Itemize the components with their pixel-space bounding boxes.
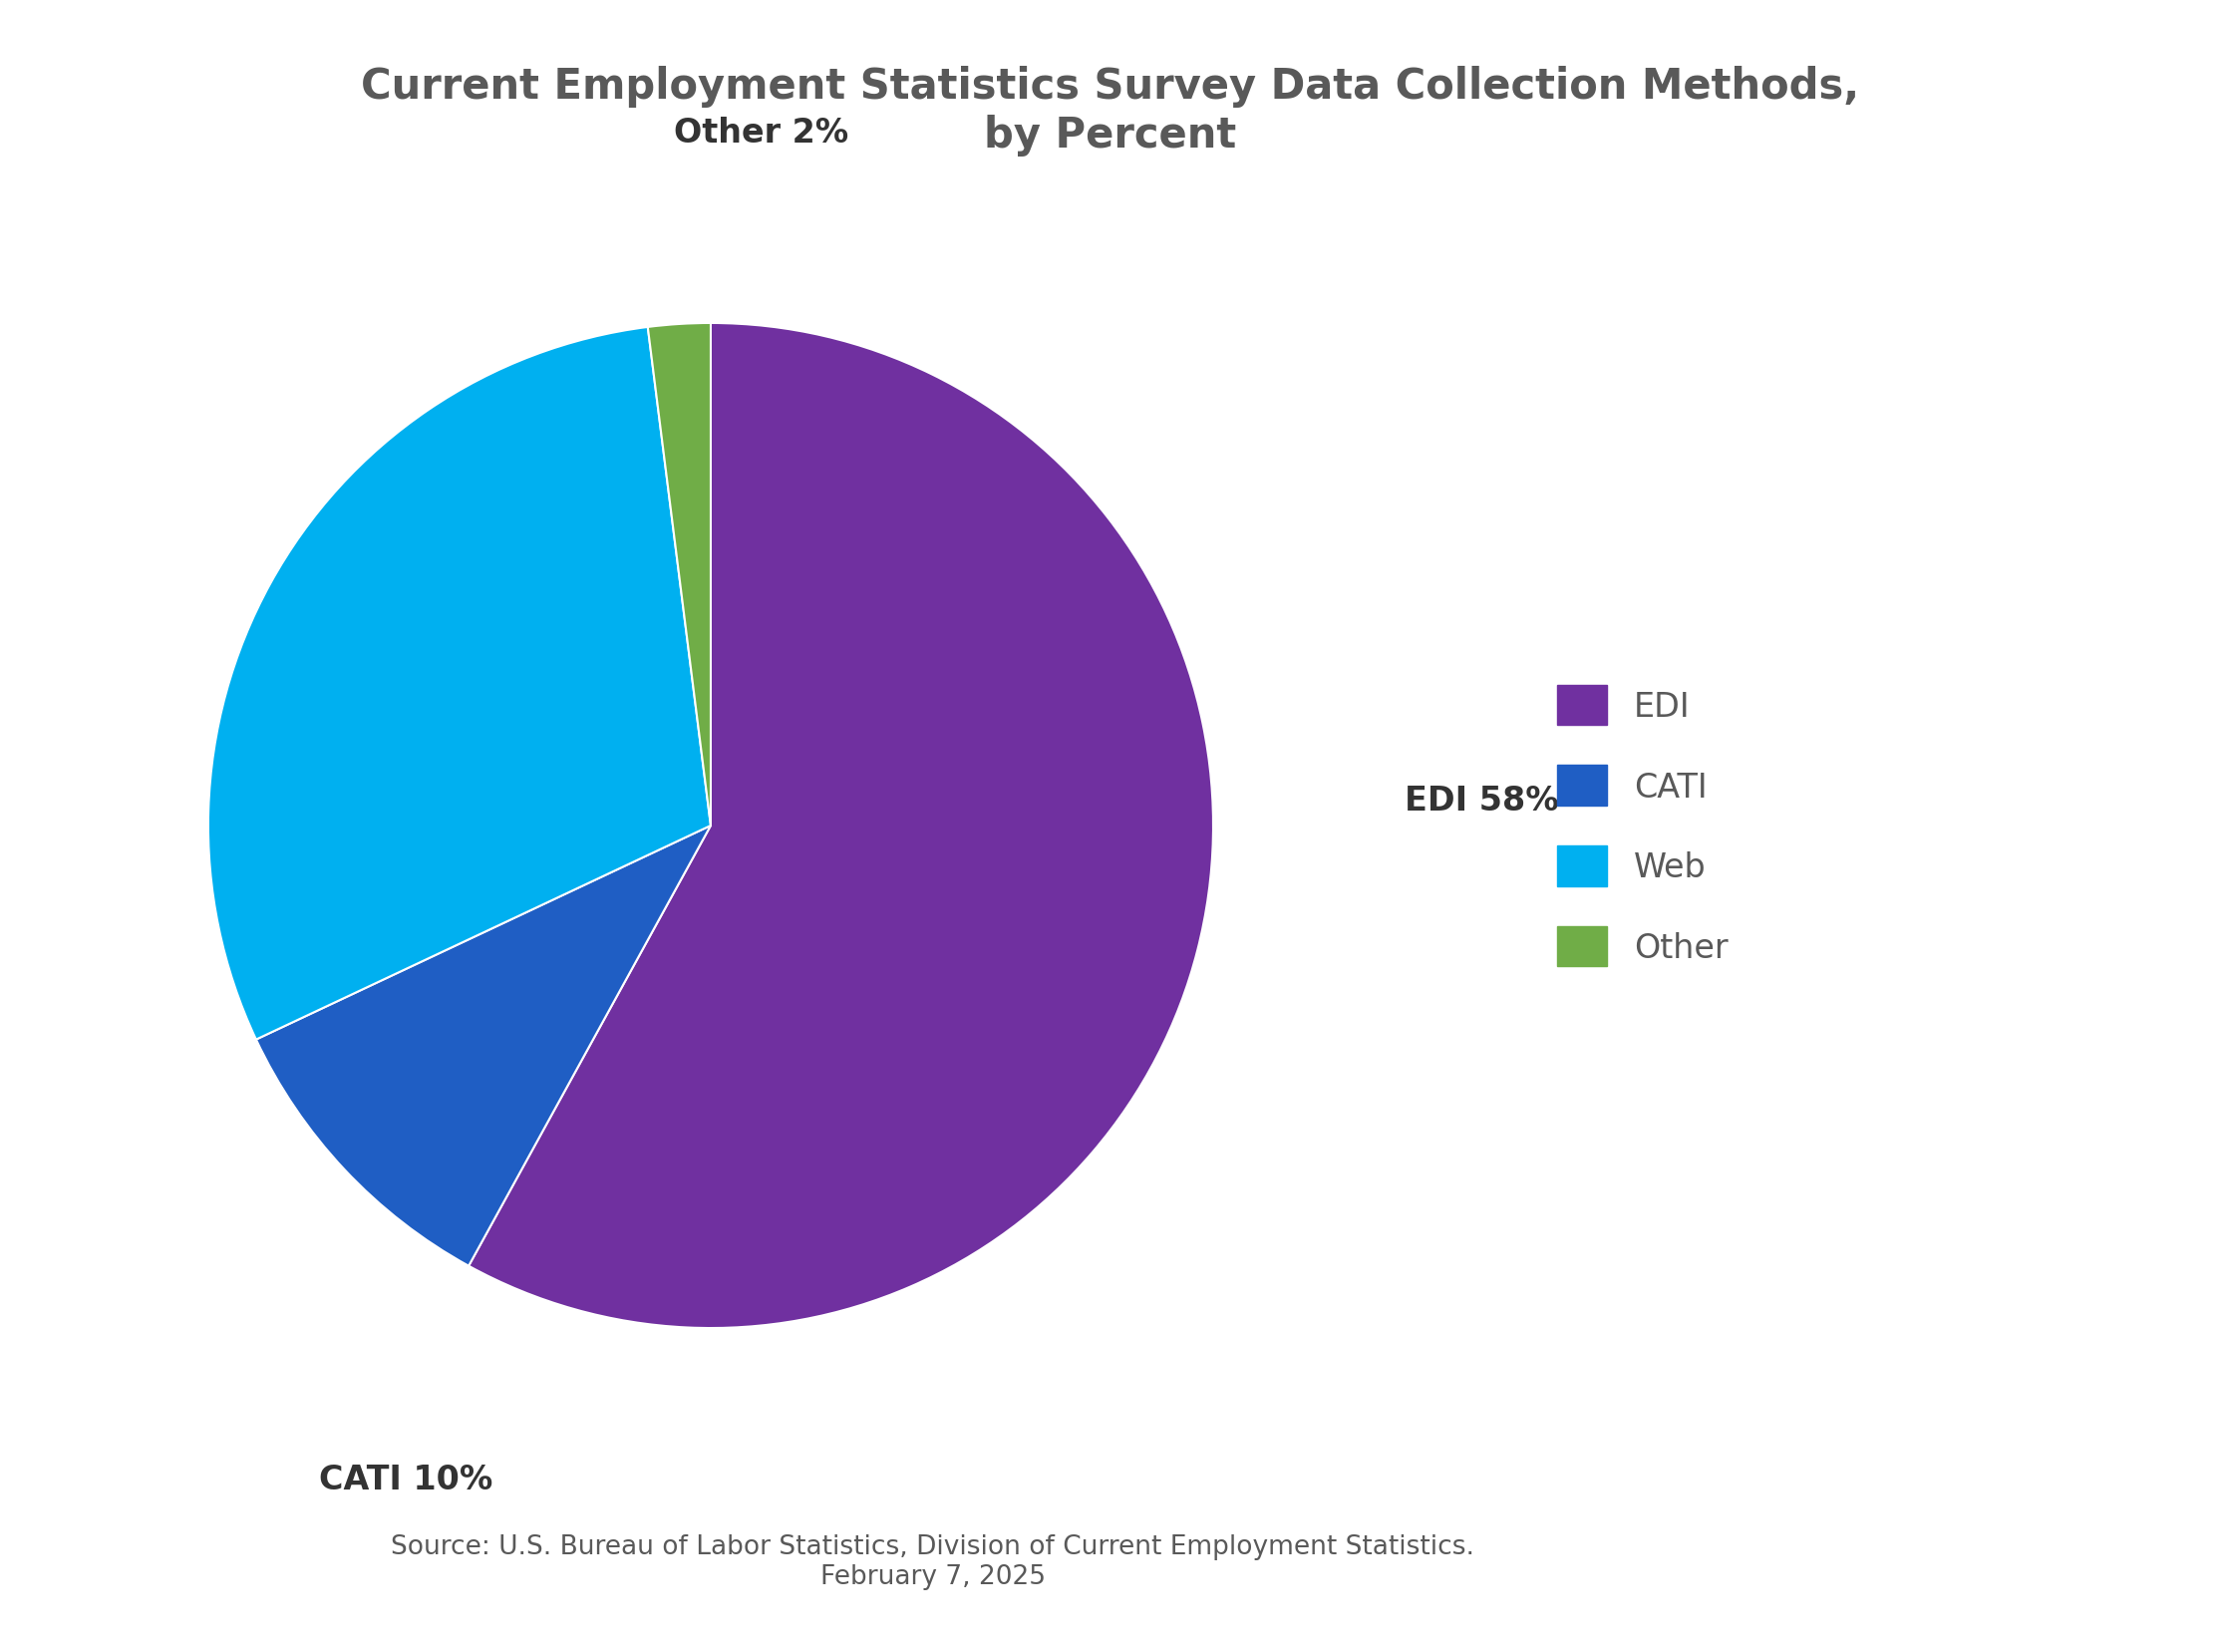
Text: EDI 58%: EDI 58%: [1404, 785, 1559, 818]
Wedge shape: [649, 324, 711, 826]
Wedge shape: [209, 327, 711, 1039]
Text: CATI 10%: CATI 10%: [320, 1462, 493, 1495]
Text: Source: U.S. Bureau of Labor Statistics, Division of Current Employment Statisti: Source: U.S. Bureau of Labor Statistics,…: [391, 1533, 1475, 1589]
Text: Current Employment Statistics Survey Data Collection Methods,
by Percent: Current Employment Statistics Survey Dat…: [362, 66, 1859, 157]
Wedge shape: [255, 826, 711, 1265]
Wedge shape: [469, 324, 1213, 1328]
Text: Other 2%: Other 2%: [673, 117, 848, 149]
Legend: EDI, CATI, Web, Other: EDI, CATI, Web, Other: [1557, 686, 1728, 966]
